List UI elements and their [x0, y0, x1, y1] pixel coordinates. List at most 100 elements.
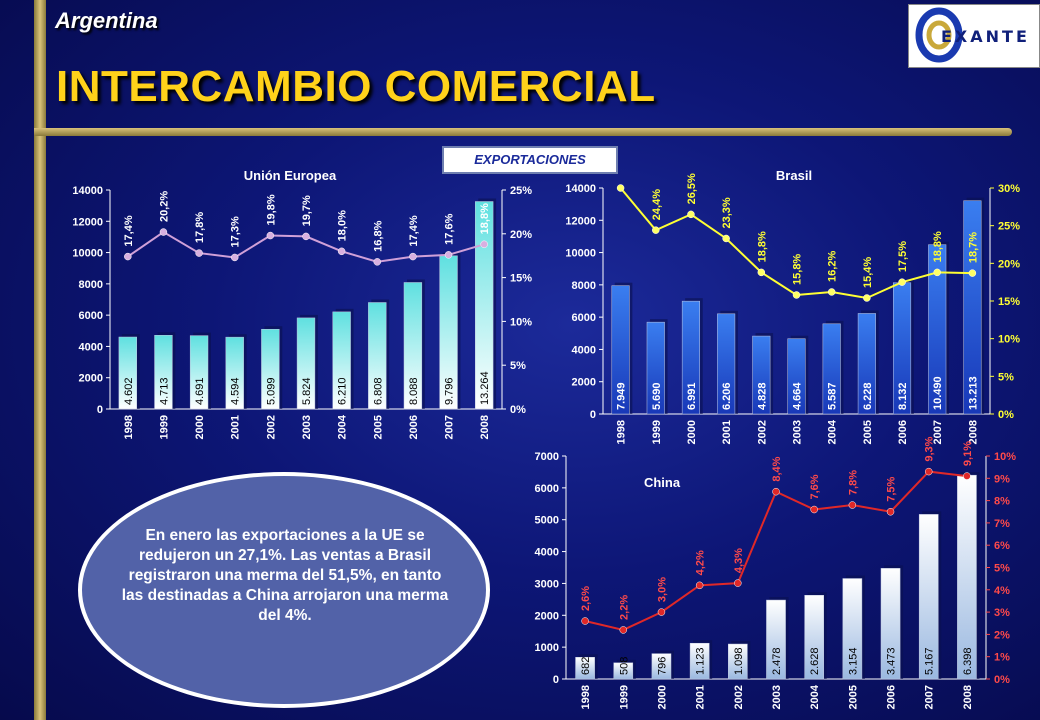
line-point [886, 508, 895, 516]
y-tick-label: 0 [553, 674, 559, 686]
line-point [772, 487, 780, 496]
y2-tick-label: 0% [994, 674, 1010, 686]
bar [752, 335, 771, 415]
y-tick-label: 14000 [72, 185, 103, 197]
x-tick-label: 2007 [932, 420, 944, 444]
line-point-label: 7,5% [886, 476, 898, 501]
bar [728, 643, 748, 680]
line-point-label: 17,6% [444, 213, 456, 244]
bar-value-label: 2.478 [771, 647, 783, 675]
callout-text: En enero las exportaciones a la UE se re… [121, 527, 449, 624]
line-point-label: 18,7% [967, 232, 979, 263]
bar [225, 336, 244, 410]
bar [118, 336, 137, 410]
line-point [848, 501, 857, 509]
line-point [480, 240, 488, 249]
company-logo: EXANTE [908, 4, 1040, 68]
bar [261, 328, 280, 410]
bar-value-label: 3.154 [847, 647, 859, 675]
bar-value-label: 1.123 [695, 647, 707, 675]
bar-value-label: 6.991 [686, 382, 698, 410]
y-tick-label: 8000 [79, 279, 103, 291]
bar-value-label: 4.594 [230, 377, 242, 405]
y-tick-label: 3000 [535, 578, 559, 590]
chart-title: China [644, 475, 681, 490]
y-tick-label: 4000 [535, 547, 559, 559]
bar [154, 335, 173, 410]
x-tick-label: 2002 [756, 420, 768, 444]
bar-value-label: 8.088 [408, 377, 420, 405]
line-point [444, 251, 453, 259]
bar [766, 599, 786, 680]
line-point [581, 617, 589, 625]
bar-value-label: 4.713 [158, 377, 170, 405]
line-point-label: 18,8% [479, 203, 491, 234]
line-point [266, 231, 275, 240]
line-point-label: 18,8% [756, 231, 768, 262]
y2-tick-label: 0% [510, 404, 526, 416]
x-tick-label: 2004 [827, 419, 839, 444]
line-point-label: 7,6% [809, 474, 821, 499]
line-point-label: 24,4% [651, 189, 663, 220]
line-point [619, 626, 628, 634]
bar [857, 313, 876, 415]
line-point-label: 15,4% [862, 257, 874, 288]
x-tick-label: 2005 [847, 685, 859, 709]
x-tick-label: 1998 [616, 420, 628, 444]
line-point [695, 581, 704, 590]
x-tick-label: 2006 [886, 685, 898, 709]
bar [403, 282, 423, 410]
chart-title: Unión Europea [244, 168, 337, 183]
bar-value-label: 9.796 [444, 377, 456, 405]
x-tick-label: 2002 [265, 415, 277, 439]
line-point-label: 2,6% [580, 586, 592, 611]
bar [475, 201, 494, 410]
y-tick-label: 6000 [572, 312, 596, 324]
y-tick-label: 4000 [79, 341, 103, 353]
y-tick-label: 12000 [565, 215, 596, 227]
vertical-accent-bar [34, 0, 46, 720]
y2-tick-label: 6% [994, 540, 1010, 552]
bar [963, 200, 982, 415]
line-point [687, 210, 695, 219]
line-point [757, 268, 766, 277]
x-tick-label: 2007 [444, 415, 456, 439]
line-point [337, 247, 346, 256]
line-point [898, 278, 906, 286]
bar [651, 653, 672, 680]
y-tick-label: 2000 [535, 610, 559, 622]
x-tick-label: 2002 [733, 685, 745, 709]
y2-tick-label: 5% [510, 360, 526, 372]
y-tick-label: 14000 [565, 183, 596, 195]
bar-value-label: 6.206 [721, 382, 733, 410]
x-tick-label: 2008 [967, 420, 979, 444]
x-tick-label: 2007 [924, 685, 936, 709]
line-point [373, 258, 382, 266]
line-point-label: 4,3% [733, 548, 745, 573]
line-point [963, 472, 971, 480]
x-tick-label: 2000 [194, 415, 206, 439]
x-tick-label: 2000 [656, 685, 668, 709]
y2-tick-label: 20% [998, 258, 1020, 270]
bar [611, 285, 630, 415]
line-point [792, 291, 801, 299]
line-point-label: 3,0% [656, 577, 668, 602]
x-tick-label: 2008 [962, 685, 974, 709]
line-point [652, 226, 660, 234]
page-title: INTERCAMBIO COMERCIAL [56, 62, 656, 111]
bar-value-label: 3.473 [886, 647, 898, 675]
logo-text: EXANTE [941, 27, 1030, 46]
line-point [124, 252, 132, 261]
bar-value-label: 7.949 [616, 382, 628, 410]
bar-value-label: 1.098 [733, 647, 745, 675]
line-point [933, 268, 941, 277]
chart-title: Brasil [776, 168, 812, 183]
bar-value-label: 13.264 [479, 371, 491, 405]
line-point [968, 269, 977, 277]
y-tick-label: 5000 [535, 515, 559, 527]
line-point-label: 17,4% [408, 215, 420, 246]
bar-value-label: 5.587 [827, 382, 839, 410]
y2-tick-label: 25% [510, 185, 532, 197]
